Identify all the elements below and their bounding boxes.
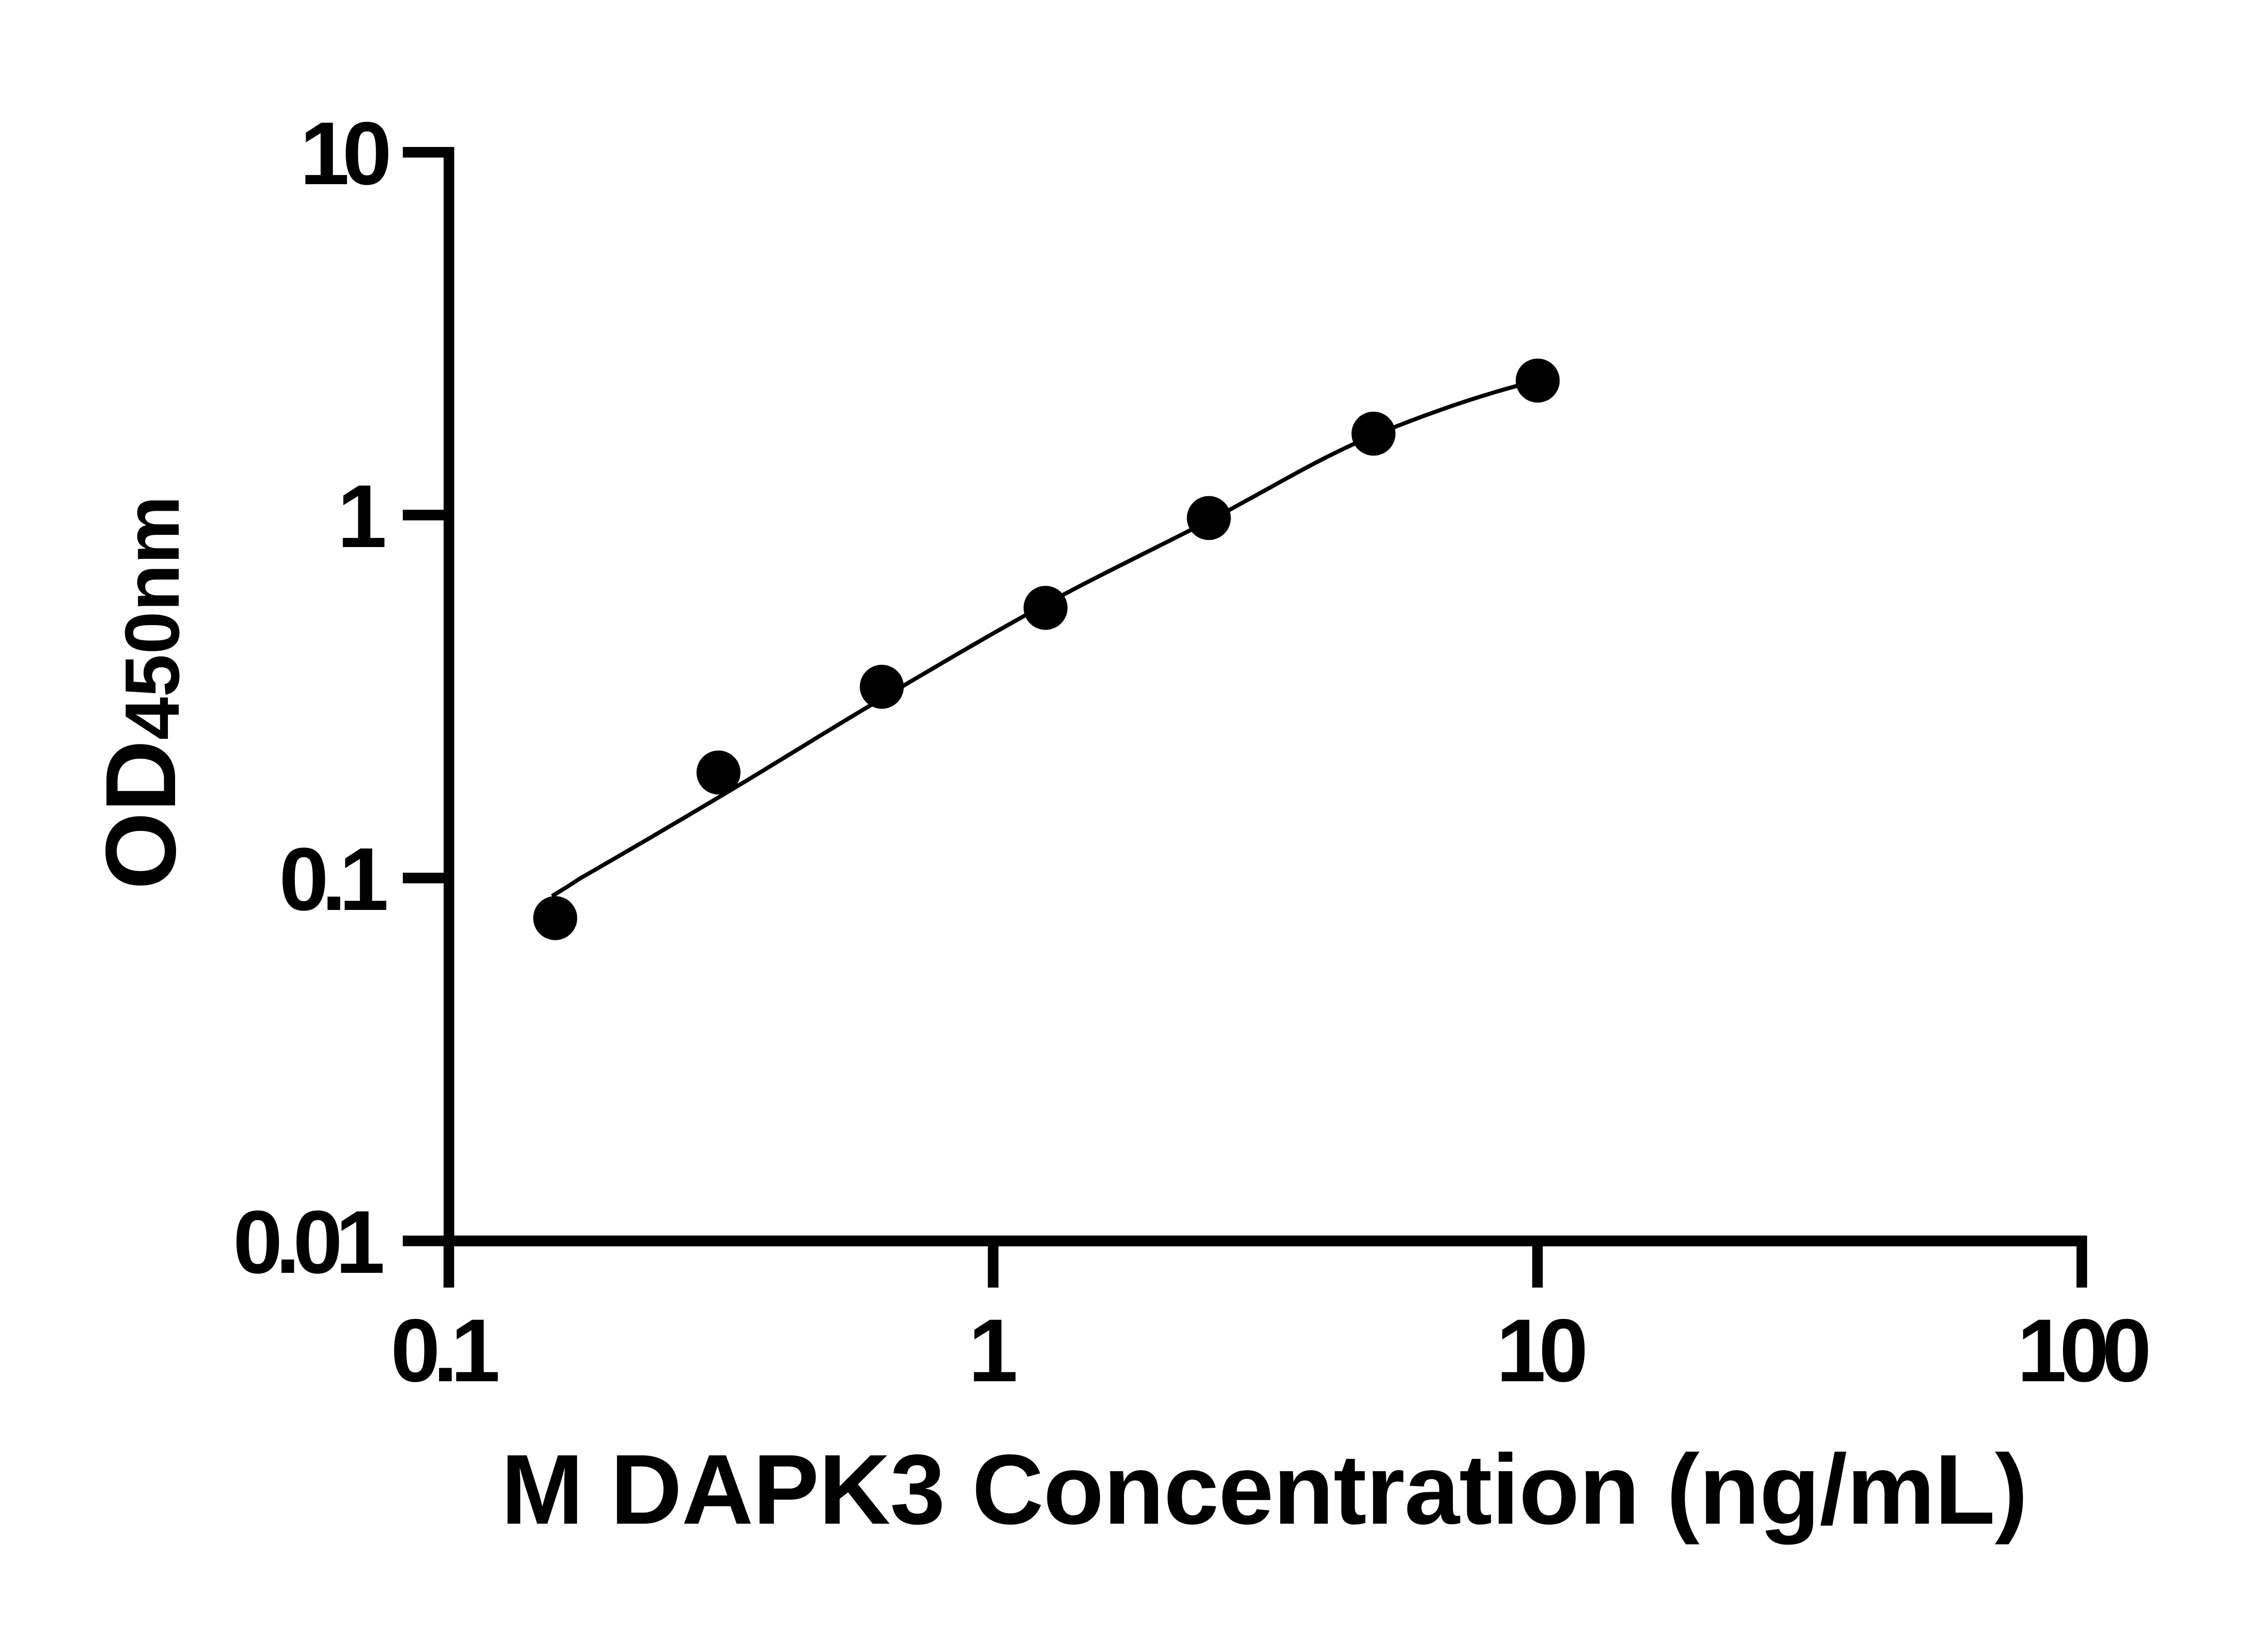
svg-text:0.1: 0.1 bbox=[391, 1301, 498, 1400]
svg-text:1: 1 bbox=[337, 466, 387, 566]
svg-text:0.01: 0.01 bbox=[233, 1192, 383, 1292]
svg-text:10: 10 bbox=[1496, 1301, 1585, 1400]
svg-text:M DAPK3 Concentration (ng/mL): M DAPK3 Concentration (ng/mL) bbox=[501, 1434, 2027, 1545]
svg-text:1: 1 bbox=[968, 1301, 1018, 1400]
svg-text:10: 10 bbox=[300, 103, 389, 203]
svg-text:100: 100 bbox=[2017, 1301, 2148, 1400]
svg-text:0.1: 0.1 bbox=[279, 829, 386, 929]
svg-text:OD450nm: OD450nm bbox=[85, 496, 196, 890]
